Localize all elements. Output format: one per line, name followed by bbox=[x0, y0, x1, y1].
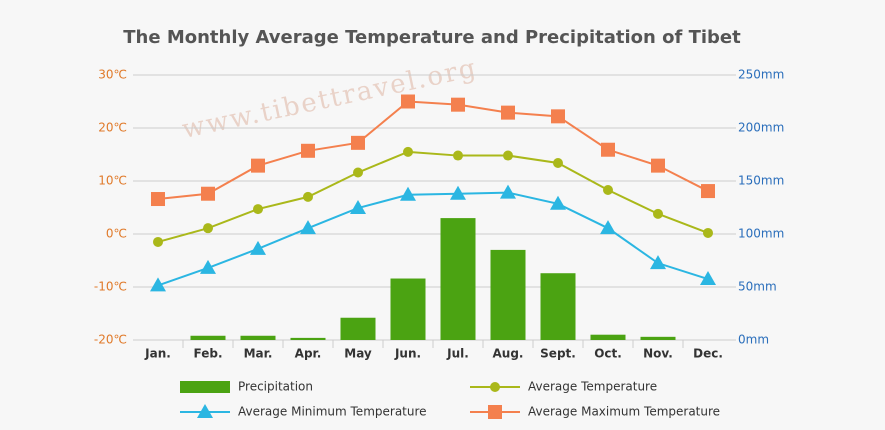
legend-marker bbox=[488, 405, 502, 419]
point bbox=[500, 184, 516, 199]
line bbox=[157, 100, 709, 201]
bar bbox=[240, 335, 276, 340]
x-tick-label: Jul. bbox=[446, 347, 469, 361]
watermark: www.tibettravel.org bbox=[179, 53, 480, 145]
point bbox=[550, 195, 566, 210]
point bbox=[650, 255, 666, 270]
point bbox=[351, 135, 365, 150]
point bbox=[453, 150, 463, 161]
legend-label: Average Maximum Temperature bbox=[528, 405, 720, 419]
point bbox=[151, 192, 165, 207]
y-tick-label: -10℃ bbox=[94, 280, 127, 294]
point bbox=[603, 185, 613, 196]
y2-tick-label: 0mm bbox=[738, 333, 769, 347]
x-tick-label: Nov. bbox=[643, 347, 673, 361]
y2-tick-label: 50mm bbox=[738, 280, 777, 294]
point bbox=[451, 97, 465, 112]
legend-marker bbox=[490, 382, 500, 392]
x-tick-label: May bbox=[344, 347, 372, 361]
x-tick-label: Apr. bbox=[295, 347, 322, 361]
x-tick-label: Feb. bbox=[194, 347, 223, 361]
legend-marker bbox=[197, 404, 213, 418]
point bbox=[651, 158, 665, 173]
point bbox=[301, 143, 315, 158]
y-tick-label: -20℃ bbox=[94, 333, 127, 347]
point bbox=[553, 157, 563, 168]
x-tick-label: Dec. bbox=[693, 347, 723, 361]
y2-tick-label: 250mm bbox=[738, 68, 784, 82]
point bbox=[400, 186, 416, 201]
point bbox=[600, 220, 616, 235]
legend-label: Average Temperature bbox=[528, 380, 657, 394]
x-tick-label: Jun. bbox=[394, 347, 421, 361]
point bbox=[253, 204, 263, 215]
point bbox=[700, 271, 716, 286]
point bbox=[503, 150, 513, 161]
bar bbox=[640, 336, 676, 340]
bar bbox=[340, 317, 376, 340]
point bbox=[203, 223, 213, 234]
x-tick-label: Jan. bbox=[144, 347, 171, 361]
line bbox=[157, 150, 709, 243]
bar bbox=[490, 249, 526, 340]
bar bbox=[190, 335, 226, 340]
point bbox=[450, 185, 466, 200]
point bbox=[403, 146, 413, 157]
point bbox=[150, 277, 166, 292]
point bbox=[201, 186, 215, 201]
y2-tick-label: 100mm bbox=[738, 227, 784, 241]
point bbox=[303, 191, 313, 202]
point bbox=[601, 142, 615, 157]
point bbox=[250, 240, 266, 255]
y-tick-label: 20℃ bbox=[98, 121, 127, 135]
point bbox=[653, 208, 663, 219]
y-tick-label: 10℃ bbox=[98, 174, 127, 188]
point bbox=[200, 259, 216, 274]
bar bbox=[590, 334, 626, 340]
point bbox=[350, 200, 366, 215]
x-tick-label: Oct. bbox=[594, 347, 622, 361]
point bbox=[501, 105, 515, 120]
point bbox=[353, 167, 363, 178]
y2-tick-label: 150mm bbox=[738, 174, 784, 188]
legend-label: Average Minimum Temperature bbox=[238, 405, 427, 419]
point bbox=[300, 220, 316, 235]
chart-title: The Monthly Average Temperature and Prec… bbox=[123, 27, 741, 48]
x-tick-label: Sept. bbox=[540, 347, 576, 361]
legend-label: Precipitation bbox=[238, 380, 313, 394]
line bbox=[157, 191, 709, 287]
point bbox=[251, 158, 265, 173]
bar bbox=[390, 278, 426, 340]
bar bbox=[440, 218, 476, 340]
y2-tick-label: 200mm bbox=[738, 121, 784, 135]
point bbox=[703, 227, 713, 238]
bar bbox=[540, 273, 576, 340]
point bbox=[701, 184, 715, 199]
x-tick-label: Aug. bbox=[493, 347, 524, 361]
bar bbox=[290, 337, 326, 340]
point bbox=[551, 109, 565, 124]
legend-swatch bbox=[180, 381, 230, 393]
point bbox=[153, 236, 163, 247]
y-tick-label: 0℃ bbox=[106, 227, 127, 241]
point bbox=[401, 94, 415, 109]
x-tick-label: Mar. bbox=[244, 347, 273, 361]
y-tick-label: 30℃ bbox=[98, 68, 127, 82]
